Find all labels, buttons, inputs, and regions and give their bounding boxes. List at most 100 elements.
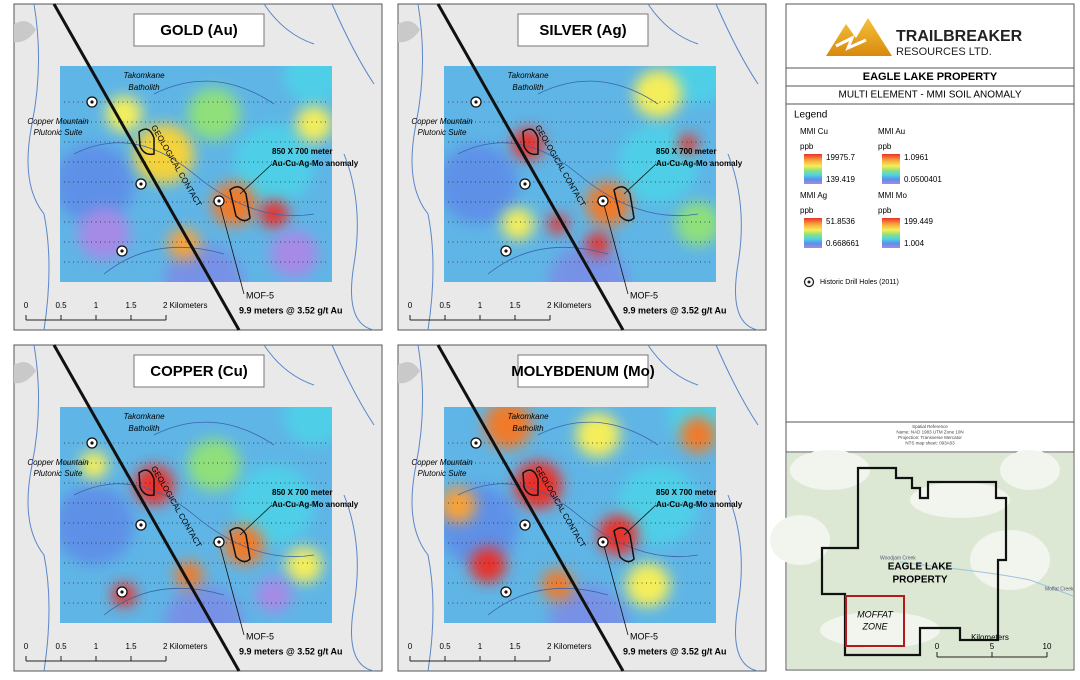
heatmap-blob	[484, 407, 532, 449]
spatial-reference: NTS map sheet: 093A03	[905, 441, 955, 446]
legend-ramp	[804, 154, 822, 184]
drill-hole	[90, 100, 94, 104]
scale-label: 0	[24, 301, 29, 310]
drill-hole	[474, 441, 478, 445]
legend-min: 1.004	[904, 239, 925, 248]
map-panel: SILVER (Ag) Takomkane Batholith Copper Moun…	[397, 3, 767, 331]
panel-title: GOLD (Au)	[160, 22, 237, 39]
suite-label: Plutonic Suite	[34, 128, 83, 137]
intercept-label: 9.9 meters @ 3.52 g/t Au	[239, 646, 342, 656]
river	[27, 344, 50, 672]
legend-unit: ppb	[800, 206, 814, 215]
scale-label: 0.5	[55, 301, 67, 310]
heatmap-blob	[598, 515, 638, 555]
logo-bolt	[835, 34, 867, 51]
legend-name: MMI Cu	[800, 127, 828, 136]
company-suffix: RESOURCES LTD.	[896, 46, 992, 58]
anomaly-label: 850 X 700 meter	[656, 488, 717, 497]
map-panel: MOLYBDENUM (Mo) Takomkane Batholith Copper …	[397, 344, 767, 672]
contour	[103, 246, 225, 275]
geological-contact	[436, 3, 625, 331]
terrain-patch	[910, 482, 1010, 518]
drill-hole	[120, 249, 124, 253]
scale-label: 1	[478, 642, 483, 651]
heatmap-blob	[188, 439, 240, 491]
legend-unit: ppb	[800, 142, 814, 151]
intercept-label: 9.9 meters @ 3.52 g/t Au	[623, 305, 726, 315]
river	[263, 344, 315, 386]
leader	[602, 504, 657, 636]
terrain-patch	[970, 530, 1050, 590]
heatmap-blob	[256, 577, 292, 613]
contour	[153, 421, 275, 446]
batholith-label: Takomkane	[123, 71, 165, 80]
legend-max: 51.8536	[826, 217, 855, 226]
legend-ramp	[882, 154, 900, 184]
scale-label: 1.5	[509, 301, 521, 310]
map-panel: GOLD (Au) Takomkane Batholith Copper Mounta…	[13, 3, 383, 331]
suite-label: Copper Mountain	[27, 458, 89, 467]
legend-name: MMI Ag	[800, 191, 827, 200]
scale-title: Kilometers	[971, 633, 1009, 642]
heatmap-blob	[286, 547, 322, 583]
terrain-patch	[1000, 450, 1060, 490]
legend-unit: ppb	[878, 142, 892, 151]
scale-label: 0	[935, 642, 940, 651]
heatmap	[60, 407, 332, 623]
terrain-patch	[790, 450, 870, 490]
title-box	[517, 354, 649, 388]
heatmap-blob	[224, 525, 264, 565]
drill-hole	[217, 199, 221, 203]
drill-hole	[139, 523, 143, 527]
heatmap-blob	[168, 228, 200, 260]
scale-label: 2 Kilometers	[547, 642, 591, 651]
contour	[537, 80, 659, 105]
property-label: EAGLE LAKE	[888, 562, 953, 573]
scale-label: 0.5	[439, 642, 451, 651]
river	[715, 3, 759, 85]
heatmap-blob	[188, 88, 240, 140]
hole-label: MOF-5	[246, 290, 274, 300]
drill-hole	[523, 523, 527, 527]
outcrop	[138, 469, 155, 497]
panel-title: SILVER (Ag)	[539, 22, 626, 39]
drill-hole	[504, 590, 508, 594]
legend-min: 0.668661	[826, 239, 860, 248]
leader	[218, 163, 273, 295]
outcrop	[138, 128, 155, 156]
anomaly-outline	[613, 186, 635, 222]
panel-title: MOLYBDENUM (Mo)	[511, 363, 655, 380]
anomaly-label: 850 X 700 meter	[272, 488, 333, 497]
heatmap-blob	[284, 407, 332, 445]
scale-label: 1.5	[509, 642, 521, 651]
heatmap-blob	[512, 128, 544, 160]
title-box	[133, 13, 265, 47]
geological-contact	[52, 344, 241, 672]
drill-hole	[90, 441, 94, 445]
heatmap-blob	[106, 96, 142, 132]
batholith-label: Batholith	[512, 83, 544, 92]
contour	[487, 246, 609, 275]
anomaly-label: Au-Cu-Ag-Mo anomaly	[272, 159, 359, 168]
river	[343, 153, 375, 331]
heatmap-blob	[270, 230, 318, 278]
heatmap-blob	[618, 465, 698, 545]
property-title: EAGLE LAKE PROPERTY	[863, 71, 998, 83]
anomaly-outline	[229, 527, 251, 563]
drill-hole	[120, 590, 124, 594]
legend-min: 139.419	[826, 175, 855, 184]
heatmap-blob	[296, 106, 332, 142]
batholith-label: Batholith	[128, 424, 160, 433]
drill-hole	[523, 182, 527, 186]
contour	[487, 587, 609, 616]
heatmap-blob	[60, 144, 134, 224]
scale-label: 2 Kilometers	[547, 301, 591, 310]
legend-name: MMI Au	[878, 127, 905, 136]
drill-hole	[601, 199, 605, 203]
river	[263, 3, 315, 45]
contour	[153, 80, 275, 105]
suite-label: Plutonic Suite	[34, 469, 83, 478]
scale-label: 1	[94, 301, 99, 310]
outcrop	[522, 469, 539, 497]
